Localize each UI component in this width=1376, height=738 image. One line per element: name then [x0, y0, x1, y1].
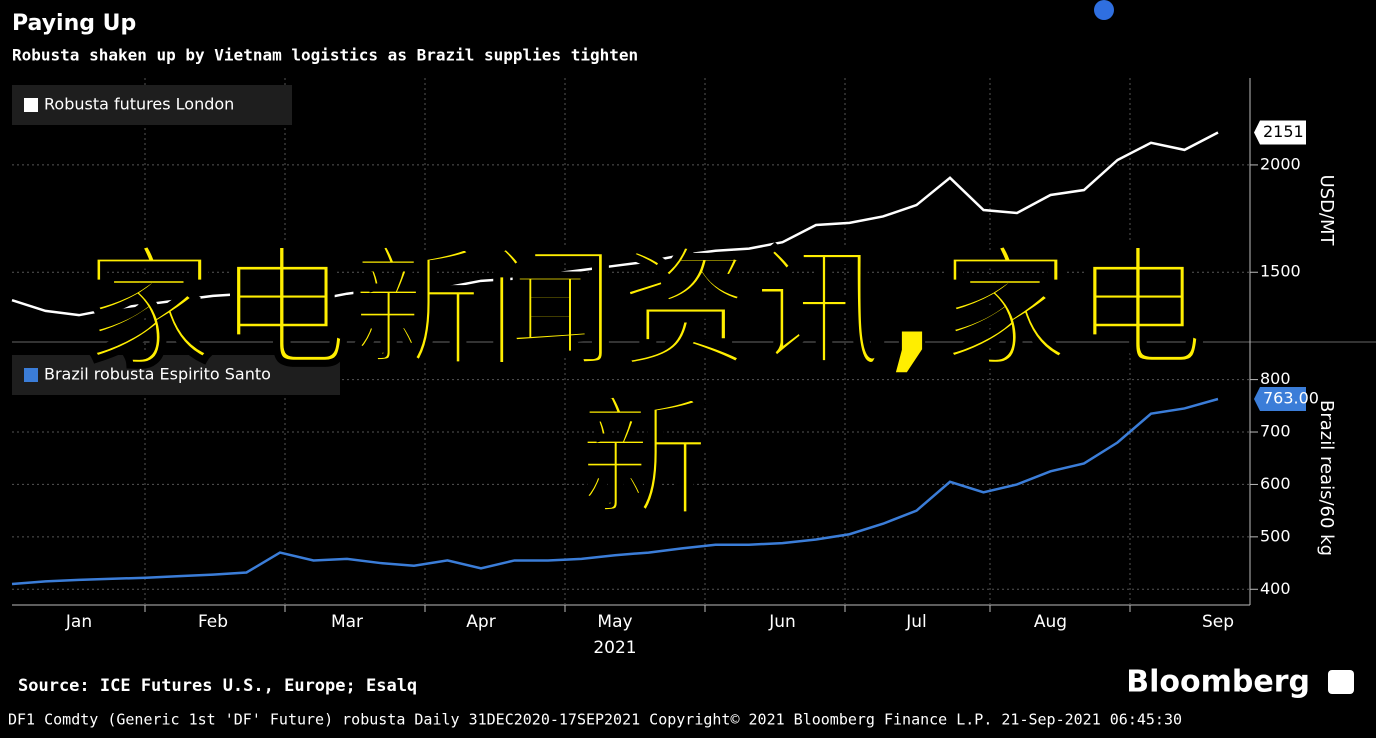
chart-title: Paying Up	[12, 11, 136, 36]
x-tick-label: Jul	[905, 612, 927, 632]
series-line	[11, 397, 1219, 586]
last-value-box	[1254, 120, 1306, 145]
legend-swatch	[24, 98, 38, 112]
last-value-label: 2151	[1263, 122, 1304, 141]
legend-swatch	[24, 368, 38, 382]
x-tick-label: Sep	[1202, 612, 1234, 632]
x-tick-label: Apr	[466, 612, 495, 632]
x-tick-label: Feb	[198, 612, 228, 632]
y-tick-label: 700	[1260, 422, 1291, 441]
source: Source: ICE Futures U.S., Europe; Esalq	[18, 676, 417, 696]
series-line	[11, 131, 1219, 317]
legend-box	[12, 355, 340, 395]
chart-subtitle: Robusta shaken up by Vietnam logistics a…	[12, 46, 638, 65]
legend-label: Robusta futures London	[44, 95, 234, 114]
y-tick-label: 800	[1260, 369, 1291, 388]
y-tick-label: 2000	[1260, 154, 1301, 173]
y-axis-label: USD/MT	[1316, 174, 1337, 246]
legend-label: Brazil robusta Espirito Santo	[44, 365, 271, 384]
x-tick-label: May	[597, 612, 632, 632]
legend-box	[12, 85, 292, 125]
x-tick-label: Jun	[768, 612, 796, 632]
x-tick-label: Aug	[1034, 612, 1067, 632]
footer: DF1 Comdty (Generic 1st 'DF' Future) rob…	[8, 711, 1182, 729]
overlay-text: 家电新闻资讯,家电新	[81, 233, 1208, 537]
y-axis-label: Brazil reais/60 kg	[1316, 400, 1337, 556]
last-value-label: 763.00	[1263, 388, 1319, 407]
dot	[1094, 0, 1114, 20]
y-tick-label: 500	[1260, 526, 1291, 545]
brand-icon	[1328, 670, 1354, 694]
y-tick-label: 600	[1260, 474, 1291, 493]
x-axis-label: 2021	[593, 638, 636, 658]
last-value-box	[1254, 386, 1306, 411]
y-tick-label: 1500	[1260, 262, 1301, 281]
y-tick-label: 400	[1260, 579, 1291, 598]
brand: Bloomberg	[1126, 665, 1310, 700]
x-tick-label: Jan	[65, 612, 92, 632]
x-tick-label: Mar	[331, 612, 363, 632]
month-ticks	[144, 605, 1131, 612]
